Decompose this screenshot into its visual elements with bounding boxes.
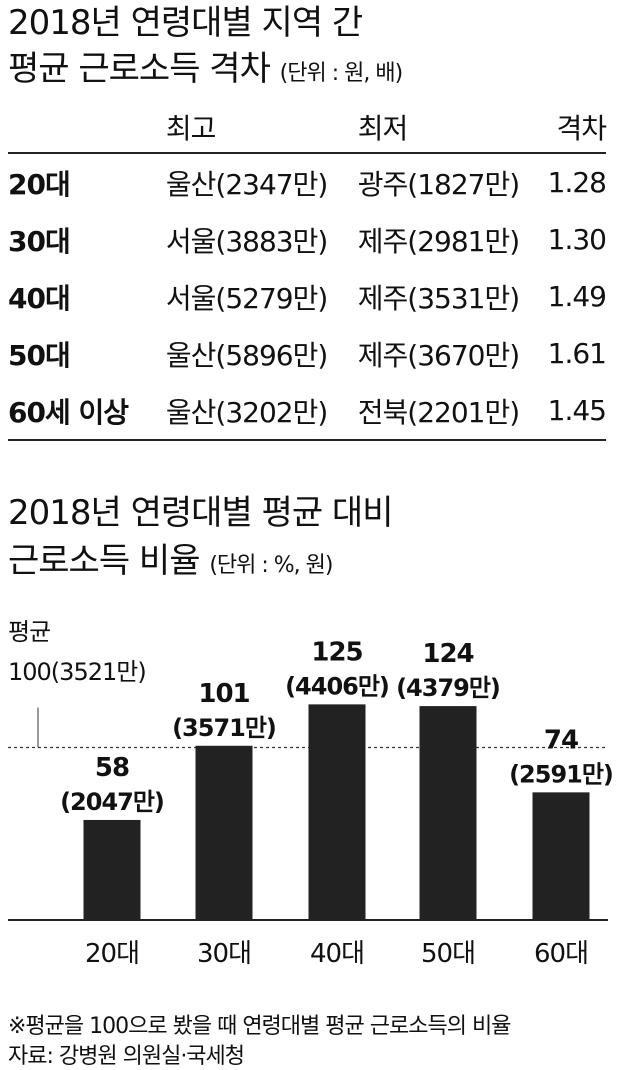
source-note: 자료: 강병원 의원실·국세청 bbox=[8, 1044, 245, 1069]
bar-value-label: 125 bbox=[311, 637, 362, 667]
category-label: 20대 bbox=[85, 939, 139, 969]
header-age bbox=[8, 102, 160, 153]
bar bbox=[532, 792, 590, 920]
category-group: 20대 30대 40대 50대 60대 bbox=[85, 939, 589, 969]
category-label: 40대 bbox=[310, 939, 364, 969]
bars-group bbox=[83, 704, 590, 920]
bar-amount-label: (2047만) bbox=[60, 788, 164, 816]
table-row: 30대 서울(3883만) 제주(2981만) 1.30 bbox=[8, 211, 607, 268]
table-title-text: 평균 근로소득 격차 bbox=[8, 49, 271, 89]
row-highest: 울산(5896만) bbox=[165, 338, 328, 372]
chart-title-line1: 2018년 연령대별 평균 대비 bbox=[8, 493, 393, 533]
category-label: 60대 bbox=[534, 939, 588, 969]
bar bbox=[83, 819, 141, 920]
row-highest: 서울(5279만) bbox=[165, 281, 328, 315]
row-age: 50대 bbox=[8, 338, 71, 372]
reference-label-line2: 100(3521만) bbox=[8, 658, 146, 686]
bar-value-label: 58 bbox=[95, 753, 129, 783]
table-row: 20대 울산(2347만) 광주(1827만) 1.28 bbox=[8, 153, 607, 211]
category-label: 30대 bbox=[197, 939, 251, 969]
table-row: 40대 서울(5279만) 제주(3531만) 1.49 bbox=[8, 268, 607, 325]
row-highest: 서울(3883만) bbox=[165, 224, 328, 258]
row-gap: 1.30 bbox=[547, 223, 607, 256]
bar-amount-label: (4379만) bbox=[396, 674, 500, 702]
bar bbox=[195, 745, 253, 920]
bar-chart-svg: 평균 100(3521만) 58 (2047만) 101 (3571만) 125 (4406… bbox=[8, 618, 614, 969]
table-title-line1: 2018년 연령대별 지역 간 bbox=[8, 3, 363, 43]
row-age: 60세 이상 bbox=[8, 395, 129, 429]
row-lowest: 전북(2201만) bbox=[357, 395, 520, 429]
bar bbox=[308, 704, 366, 920]
row-age: 40대 bbox=[8, 281, 71, 315]
row-gap: 1.49 bbox=[547, 280, 607, 313]
bar-amount-label: (3571만) bbox=[172, 714, 276, 742]
labels-group: 58 (2047만) 101 (3571만) 125 (4406만) 124 (4379만) 7… bbox=[60, 637, 614, 816]
reference-group: 평균 100(3521만) bbox=[8, 618, 608, 921]
income-gap-table: 최고 최저 격차 20대 울산(2347만) 광주(1827만) 1.28 30… bbox=[8, 102, 607, 441]
bar-value-label: 124 bbox=[422, 639, 473, 669]
table-header-row: 최고 최저 격차 bbox=[8, 102, 607, 153]
bar-value-label: 101 bbox=[198, 679, 249, 709]
footnote: ※평균을 100으로 봤을 때 연령대별 평균 근로소득의 비율 bbox=[8, 1014, 511, 1039]
bar-value-label: 74 bbox=[544, 725, 578, 755]
row-gap: 1.61 bbox=[547, 337, 607, 370]
bar-amount-label: (4406만) bbox=[285, 672, 389, 700]
table-unit: (단위 : 원, 배) bbox=[279, 61, 404, 86]
row-age: 20대 bbox=[8, 167, 71, 201]
row-lowest: 제주(3531만) bbox=[357, 281, 520, 315]
bar-amount-label: (2591만) bbox=[509, 760, 613, 788]
header-lowest: 최저 bbox=[357, 112, 409, 145]
category-label: 50대 bbox=[421, 939, 475, 969]
row-highest: 울산(3202만) bbox=[165, 395, 328, 429]
header-highest: 최고 bbox=[165, 112, 217, 145]
row-gap: 1.28 bbox=[547, 166, 607, 199]
header-gap: 격차 bbox=[556, 112, 607, 145]
bar-chart: 평균 100(3521만) 58 (2047만) 101 (3571만) 125 (4406… bbox=[0, 600, 620, 1020]
reference-label-line1: 평균 bbox=[8, 618, 50, 646]
row-lowest: 제주(2981만) bbox=[357, 224, 520, 258]
chart-title-line2: 근로소득 비율 (단위 : %, 원) bbox=[8, 541, 334, 581]
table-row: 60세 이상 울산(3202만) 전북(2201만) 1.45 bbox=[8, 382, 607, 440]
row-highest: 울산(2347만) bbox=[165, 167, 328, 201]
row-lowest: 광주(1827만) bbox=[357, 167, 520, 201]
table-title-line2: 평균 근로소득 격차 (단위 : 원, 배) bbox=[8, 49, 404, 89]
row-gap: 1.45 bbox=[547, 394, 607, 427]
row-age: 30대 bbox=[8, 224, 71, 258]
row-lowest: 제주(3670만) bbox=[357, 338, 520, 372]
chart-unit: (단위 : %, 원) bbox=[209, 553, 333, 578]
bar bbox=[419, 706, 477, 920]
table-row: 50대 울산(5896만) 제주(3670만) 1.61 bbox=[8, 325, 607, 382]
chart-title-text: 근로소득 비율 bbox=[8, 541, 200, 581]
